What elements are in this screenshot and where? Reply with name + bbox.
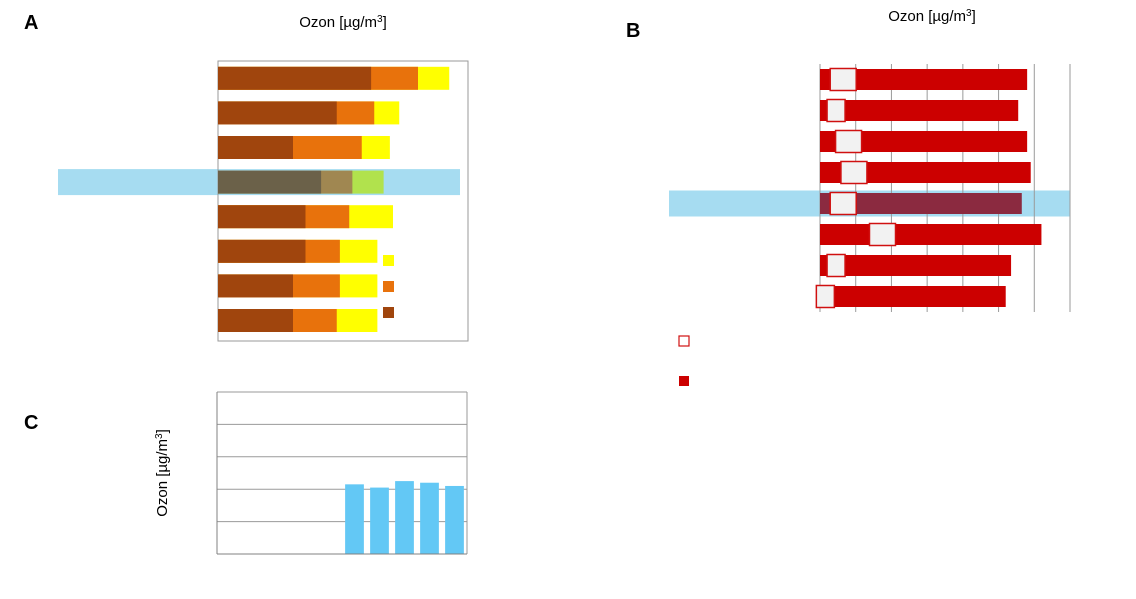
panel-b-x-axis-title: Ozon [µg/m3]	[888, 8, 976, 26]
exceedance-days-box	[834, 129, 863, 154]
heating-season-bar	[218, 239, 306, 263]
y-axis-title: Ozon [µg/m3]	[154, 429, 172, 517]
percentile-bar	[820, 193, 1022, 214]
heating-season-bar	[218, 66, 372, 90]
exceedance-days-box	[826, 253, 846, 278]
legend-marker-open-square	[678, 335, 690, 347]
year-bar	[370, 487, 389, 554]
panel-c-label: C	[24, 412, 38, 434]
exceedance-days-box	[840, 160, 868, 185]
year-bar	[345, 484, 364, 554]
panel-a-legend	[383, 255, 394, 318]
panel-c: Ozon [µg/m3]	[154, 391, 468, 555]
exceedance-days-box	[829, 191, 857, 216]
panel-a-frame	[217, 60, 469, 342]
exceedance-days-box	[868, 222, 897, 247]
legend-swatch	[383, 255, 394, 266]
percentile-bar	[820, 286, 1006, 307]
percentile-bar	[820, 131, 1028, 152]
panel-b-label: B	[626, 20, 640, 42]
exceedance-days-box	[829, 67, 857, 92]
panel-b: Ozon [µg/m3]	[669, 8, 1071, 386]
panel-b-legend	[678, 335, 690, 386]
percentile-bar	[820, 162, 1031, 183]
heating-season-bar	[218, 136, 293, 159]
year-bar	[445, 485, 464, 554]
heating-season-bar	[218, 274, 293, 298]
percentile-bar	[820, 255, 1012, 276]
legend-swatch	[383, 307, 394, 318]
exceedance-days-box	[826, 98, 846, 123]
legend-swatch	[383, 281, 394, 292]
percentile-bar	[820, 224, 1042, 245]
percentile-bar	[820, 69, 1028, 90]
heating-season-bar	[218, 101, 337, 125]
panel-a-label: A	[24, 12, 38, 34]
panel-c-axes: Ozon [µg/m3]	[154, 392, 467, 555]
panel-c-bars	[345, 481, 464, 554]
panel-a: Ozon [µg/m3]	[58, 14, 469, 342]
panel-a-bars	[218, 66, 450, 332]
percentile-bar	[820, 100, 1019, 121]
heating-season-bar	[218, 309, 293, 332]
year-bar	[395, 481, 414, 554]
exceedance-days-box	[815, 284, 836, 309]
plot-frame	[217, 60, 469, 342]
legend-marker-filled-square	[679, 376, 689, 386]
panel-a-x-axis-title: Ozon [µg/m3]	[299, 14, 387, 32]
heating-season-bar	[218, 170, 322, 194]
year-bar	[420, 482, 439, 554]
panel-b-bars	[815, 67, 1042, 309]
heating-season-bar	[218, 205, 306, 229]
